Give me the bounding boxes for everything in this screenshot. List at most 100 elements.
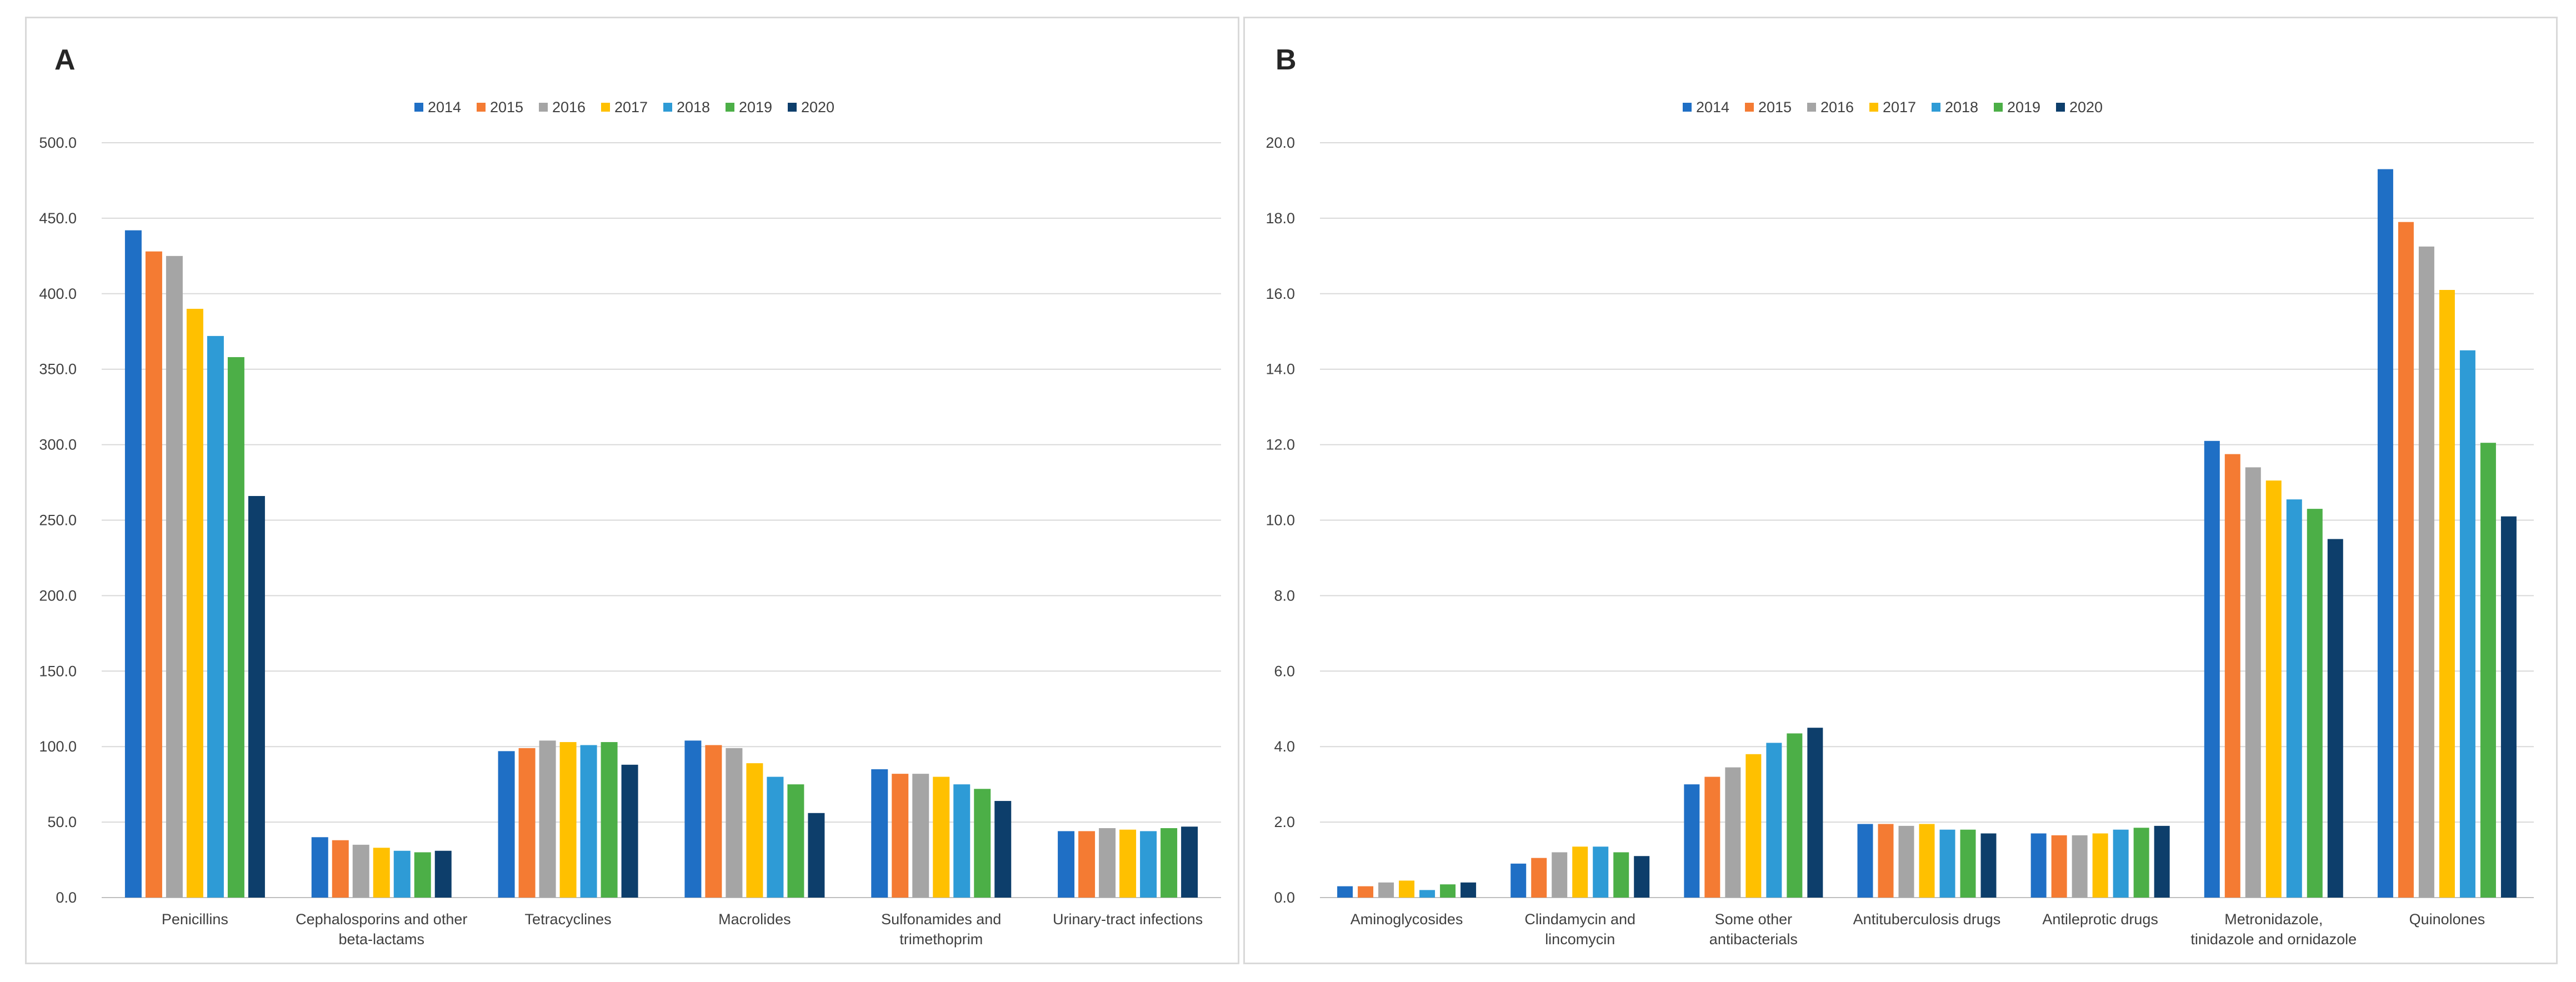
legend-swatch-2017 [601, 103, 610, 112]
bar-a-2019-3 [787, 784, 804, 898]
bar-a-2019-4 [974, 789, 991, 898]
category-label: Quinolones [2409, 911, 2485, 928]
bar-b-2018-5 [2286, 499, 2302, 898]
bar-b-2016-6 [2418, 246, 2434, 898]
bar-a-2017-0 [186, 308, 203, 898]
bar-b-2020-1 [1634, 856, 1650, 898]
bar-a-2016-2 [539, 740, 556, 898]
bar-b-2017-2 [1745, 754, 1762, 898]
legend-swatch-2018 [1932, 103, 1940, 112]
bar-a-2020-3 [808, 813, 825, 898]
bar-b-2014-2 [1684, 784, 1700, 898]
legend-swatch-2019 [726, 103, 734, 112]
bar-a-2017-2 [559, 742, 577, 898]
legend-label-2018: 2018 [677, 99, 710, 116]
y-tick-label: 500.0 [39, 134, 77, 151]
legend-swatch-2018 [663, 103, 672, 112]
bar-a-2014-5 [1058, 831, 1075, 898]
legend-label-2020: 2020 [2069, 99, 2103, 116]
bar-a-2015-5 [1078, 831, 1096, 898]
bar-b-2019-3 [1960, 829, 1976, 898]
legend-label-2019: 2019 [739, 99, 772, 116]
category-label: tinidazole and ornidazole [2190, 931, 2357, 948]
bar-b-2016-4 [2072, 835, 2088, 898]
legend-swatch-2015 [477, 103, 486, 112]
bar-a-2014-3 [684, 740, 702, 898]
bar-a-2017-5 [1119, 829, 1137, 898]
legend-swatch-2014 [1683, 103, 1692, 112]
legend-label-2020: 2020 [801, 99, 834, 116]
legend-swatch-2019 [1994, 103, 2003, 112]
bar-b-2018-6 [2459, 350, 2475, 898]
bar-a-2015-0 [145, 251, 162, 898]
y-tick-label: 200.0 [39, 587, 77, 604]
bar-b-2020-6 [2500, 516, 2517, 898]
bar-b-2015-4 [2051, 835, 2067, 898]
category-label: trimethoprim [899, 931, 983, 948]
y-tick-label: 0.0 [56, 889, 77, 906]
bar-b-2019-4 [2133, 828, 2149, 898]
legend-label-2017: 2017 [1883, 99, 1916, 116]
category-label: Some other [1715, 911, 1793, 928]
bar-a-2016-4 [912, 774, 929, 898]
bar-b-2019-0 [1440, 884, 1456, 898]
bar-b-2020-5 [2327, 539, 2343, 898]
bar-b-2016-5 [2245, 467, 2261, 898]
category-label: Tetracyclines [525, 911, 612, 928]
bar-a-2017-4 [933, 776, 950, 898]
y-tick-label: 250.0 [39, 512, 77, 529]
bar-chart-a: A 0.0 50.0 100.0 150.0 200.0 250.0 300.0 350.0 4… [39, 44, 1221, 948]
bar-a-2020-4 [994, 801, 1012, 898]
bar-a-2018-2 [580, 745, 597, 898]
bar-a-2015-1 [332, 840, 349, 898]
bar-b-2015-2 [1704, 776, 1720, 898]
bar-a-2018-4 [953, 784, 971, 898]
bar-b-2014-5 [2204, 440, 2220, 898]
category-label: Clindamycin and [1524, 911, 1635, 928]
y-tick-label: 50.0 [47, 814, 77, 830]
bar-b-2017-4 [2092, 833, 2108, 898]
category-label: Metronidazole, [2224, 911, 2323, 928]
y-tick-label: 6.0 [1274, 663, 1295, 679]
category-label: Penicillins [162, 911, 228, 928]
bar-b-2016-1 [1552, 852, 1568, 898]
legend-label-2015: 2015 [490, 99, 523, 116]
y-tick-label: 10.0 [1266, 512, 1295, 529]
y-tick-label: 8.0 [1274, 587, 1295, 604]
legend-swatch-2014 [414, 103, 423, 112]
bar-a-2018-0 [207, 335, 224, 898]
bar-b-2020-2 [1807, 728, 1823, 898]
y-tick-label: 0.0 [1274, 889, 1295, 906]
chart-panel-b: B 0.0 2.0 4.0 6.0 8.0 10.0 12.0 14.0 16.0 18.0 20.… [1243, 17, 2558, 964]
bar-a-2019-0 [227, 357, 244, 898]
legend-swatch-2017 [1869, 103, 1878, 112]
bar-a-2020-0 [248, 496, 265, 898]
bar-b-2014-6 [2377, 169, 2393, 898]
bar-a-2020-5 [1181, 826, 1198, 898]
bar-a-2018-1 [393, 850, 411, 898]
bar-b-2019-6 [2480, 443, 2496, 898]
legend-swatch-2015 [1745, 103, 1754, 112]
bar-a-2020-2 [621, 764, 638, 898]
bar-a-2018-3 [767, 776, 784, 898]
bar-b-2014-1 [1510, 863, 1527, 898]
y-tick-label: 20.0 [1266, 134, 1295, 151]
bar-a-2019-1 [414, 852, 431, 898]
legend-swatch-2020 [2056, 103, 2065, 112]
bar-b-2015-0 [1358, 886, 1374, 898]
y-tick-label: 350.0 [39, 361, 77, 378]
bar-a-2016-1 [352, 844, 369, 898]
chart-panel-a: A 0.0 50.0 100.0 150.0 200.0 250.0 300.0 350.0 4… [25, 17, 1239, 964]
category-label: Aminoglycosides [1350, 911, 1463, 928]
bar-b-2017-3 [1919, 824, 1935, 898]
y-tick-label: 400.0 [39, 285, 77, 302]
bar-b-2020-0 [1460, 882, 1477, 898]
bar-b-2020-4 [2154, 825, 2170, 898]
bar-b-2014-3 [1857, 824, 1873, 898]
category-label: Antituberculosis drugs [1853, 911, 2001, 928]
bar-b-2015-6 [2398, 222, 2414, 898]
legend-label-2018: 2018 [1945, 99, 1978, 116]
legend-label-2016: 2016 [552, 99, 586, 116]
bar-a-2016-5 [1099, 828, 1116, 898]
bar-b-2018-3 [1939, 829, 1955, 898]
